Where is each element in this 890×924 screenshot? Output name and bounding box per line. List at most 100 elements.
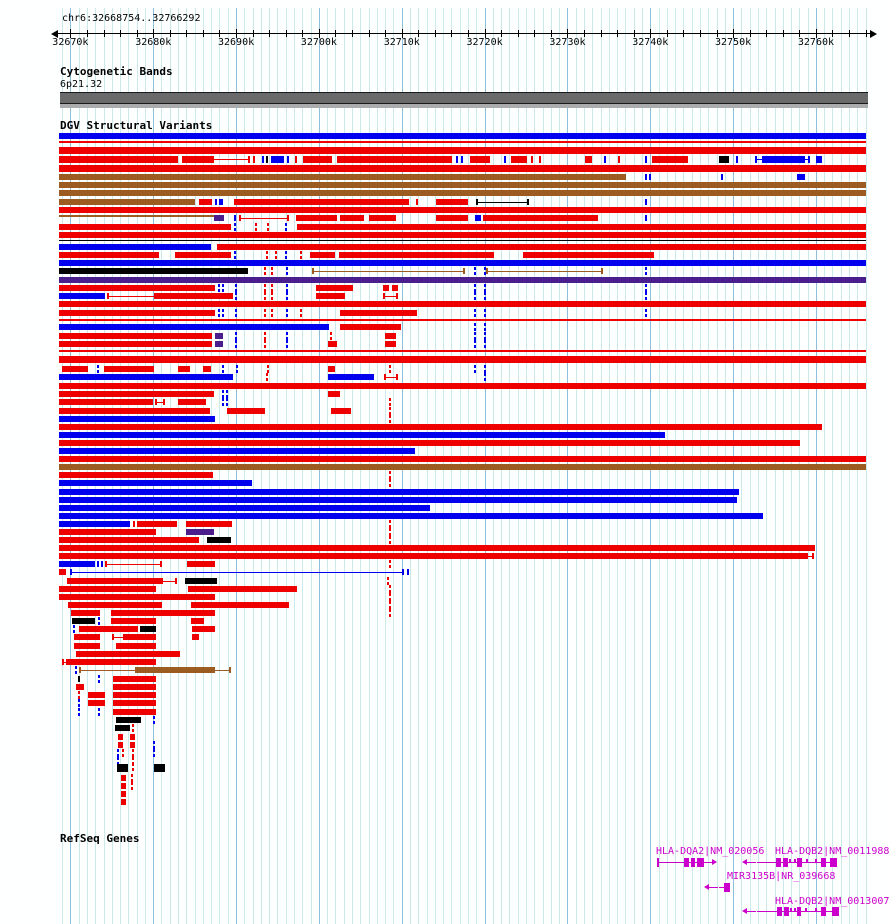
gene-exon[interactable] — [821, 907, 826, 916]
variant-bar[interactable] — [436, 215, 468, 221]
variant-bar[interactable] — [59, 268, 248, 274]
variant-bar[interactable] — [585, 156, 592, 163]
variant-bar[interactable] — [59, 156, 178, 163]
variant-dashed-tick[interactable] — [222, 365, 224, 373]
variant-bar[interactable] — [68, 659, 156, 665]
variant-dashed-tick[interactable] — [474, 365, 476, 373]
variant-bar[interactable] — [156, 293, 233, 299]
variant-bar[interactable] — [130, 742, 135, 748]
variant-bar[interactable] — [116, 643, 156, 649]
variant-dashed-tick[interactable] — [236, 365, 238, 373]
variant-dashed-tick[interactable] — [474, 309, 476, 317]
variant-tick[interactable] — [407, 569, 409, 575]
variant-dashed-tick[interactable] — [132, 757, 134, 764]
variant-dashed-tick[interactable] — [264, 309, 266, 317]
variant-bar[interactable] — [59, 133, 866, 139]
variant-dashed-tick[interactable] — [226, 390, 228, 398]
variant-bar[interactable] — [483, 215, 598, 221]
variant-bar[interactable] — [74, 643, 100, 649]
cytoband-track[interactable] — [0, 0, 890, 120]
variant-dashed-tick[interactable] — [286, 267, 288, 275]
variant-bar[interactable] — [215, 333, 223, 339]
variant-dashed-tick[interactable] — [389, 601, 391, 609]
variant-dashed-tick[interactable] — [484, 373, 486, 381]
variant-bar[interactable] — [88, 692, 105, 698]
variant-dashed-tick[interactable] — [474, 292, 476, 300]
variant-bar[interactable] — [59, 182, 866, 188]
variant-whisker-line[interactable] — [62, 662, 68, 663]
variant-dashed-tick[interactable] — [271, 309, 273, 317]
variant-dashed-tick[interactable] — [266, 373, 268, 381]
variant-dashed-tick[interactable] — [264, 340, 266, 348]
variant-bar[interactable] — [192, 634, 199, 640]
variant-bar[interactable] — [111, 618, 156, 624]
variant-bar[interactable] — [59, 489, 739, 495]
variant-bar[interactable] — [79, 626, 138, 632]
variant-dashed-tick[interactable] — [389, 471, 391, 479]
gene-exon[interactable] — [724, 883, 730, 892]
variant-dashed-tick[interactable] — [474, 284, 476, 292]
gene-exon[interactable] — [821, 858, 826, 867]
variant-dashed-tick[interactable] — [222, 398, 224, 406]
variant-bar[interactable] — [59, 301, 866, 307]
variant-bar[interactable] — [67, 578, 161, 584]
variant-bar[interactable] — [203, 366, 211, 372]
variant-tick[interactable] — [215, 199, 217, 205]
variant-tick[interactable] — [287, 156, 289, 163]
variant-dashed-tick[interactable] — [222, 284, 224, 292]
variant-dashed-tick[interactable] — [645, 309, 647, 317]
variant-bar[interactable] — [125, 634, 156, 640]
variant-bar[interactable] — [59, 480, 252, 486]
variant-whisker-line[interactable] — [112, 637, 125, 638]
variant-bar[interactable] — [72, 618, 95, 624]
variant-bar[interactable] — [68, 602, 162, 608]
variant-bar[interactable] — [219, 199, 223, 205]
variant-bar[interactable] — [59, 408, 210, 414]
variant-dashed-tick[interactable] — [389, 398, 391, 406]
variant-bar[interactable] — [140, 626, 156, 632]
variant-whisker-line[interactable] — [312, 271, 465, 272]
variant-bar[interactable] — [59, 224, 231, 230]
variant-dashed-tick[interactable] — [474, 340, 476, 348]
gene-exon[interactable] — [697, 858, 704, 867]
variant-bar[interactable] — [797, 174, 805, 180]
variant-tick[interactable] — [133, 521, 135, 527]
gene-exon[interactable] — [691, 858, 695, 867]
variant-bar[interactable] — [59, 513, 763, 519]
variant-bar[interactable] — [523, 252, 654, 258]
variant-tick[interactable] — [504, 156, 506, 163]
variant-bar[interactable] — [217, 244, 866, 250]
variant-dashed-tick[interactable] — [300, 251, 302, 259]
variant-bar[interactable] — [59, 391, 214, 397]
variant-bar[interactable] — [59, 293, 105, 299]
variant-bar[interactable] — [475, 215, 481, 221]
variant-bar[interactable] — [175, 252, 231, 258]
variant-dashed-tick[interactable] — [122, 749, 124, 757]
variant-bar[interactable] — [191, 618, 204, 624]
variant-bar[interactable] — [296, 215, 337, 221]
variant-dashed-tick[interactable] — [73, 625, 75, 633]
variant-bar[interactable] — [178, 366, 190, 372]
gene-exon[interactable] — [777, 907, 782, 916]
variant-bar[interactable] — [185, 578, 217, 584]
variant-bar[interactable] — [436, 199, 468, 205]
variant-dashed-tick[interactable] — [78, 699, 80, 707]
variant-dashed-tick[interactable] — [387, 577, 389, 585]
variant-bar[interactable] — [392, 285, 398, 291]
variant-dashed-tick[interactable] — [98, 675, 100, 683]
variant-dashed-tick[interactable] — [131, 782, 133, 790]
variant-tick[interactable] — [649, 174, 651, 180]
variant-bar[interactable] — [337, 156, 452, 163]
variant-dashed-tick[interactable] — [389, 609, 391, 617]
variant-bar[interactable] — [59, 356, 866, 363]
variant-tick[interactable] — [101, 561, 103, 567]
variant-bar[interactable] — [316, 293, 345, 299]
variant-dashed-tick[interactable] — [234, 251, 236, 259]
variant-bar[interactable] — [59, 553, 808, 559]
variant-bar[interactable] — [62, 366, 88, 372]
variant-bar[interactable] — [511, 156, 527, 163]
variant-bar[interactable] — [303, 156, 332, 163]
variant-dashed-tick[interactable] — [645, 292, 647, 300]
variant-bar[interactable] — [234, 199, 409, 205]
variant-dashed-tick[interactable] — [235, 340, 237, 348]
